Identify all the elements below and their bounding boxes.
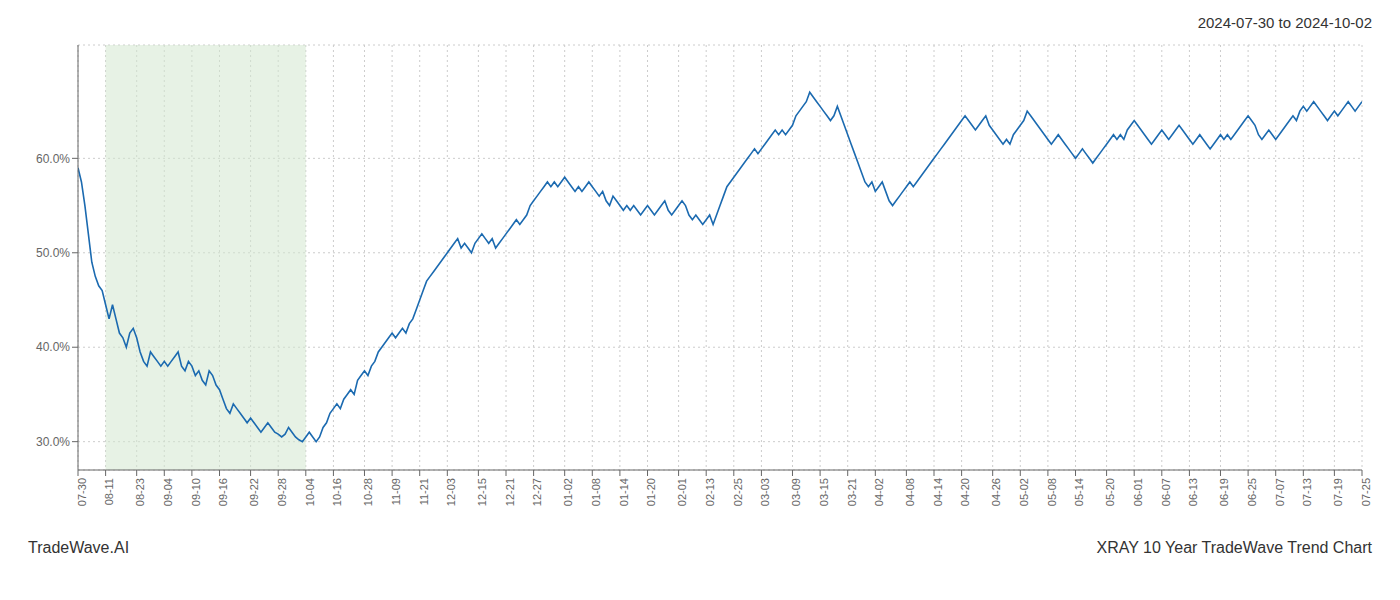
svg-text:40.0%: 40.0% [36,340,70,354]
svg-text:11-21: 11-21 [418,478,430,505]
svg-text:03-15: 03-15 [818,478,830,506]
svg-text:06-25: 06-25 [1246,478,1258,506]
svg-text:04-20: 04-20 [959,478,971,506]
svg-text:05-14: 05-14 [1073,478,1085,506]
svg-text:12-03: 12-03 [445,478,457,506]
svg-text:04-02: 04-02 [873,478,885,506]
svg-text:03-09: 03-09 [790,478,802,506]
html-text:XRAY 10 Year TradeWave Trend C: XRAY 10 Year TradeWave Trend Chart [1096,539,1372,556]
svg-text:11-09: 11-09 [390,478,402,505]
svg-text:01-08: 01-08 [590,478,602,506]
svg-text:09-22: 09-22 [248,478,260,506]
svg-text:04-26: 04-26 [990,478,1002,506]
svg-text:05-20: 05-20 [1104,478,1116,506]
svg-text:12-21: 12-21 [504,478,516,506]
svg-text:01-02: 01-02 [562,478,574,506]
svg-text:04-14: 04-14 [932,478,944,506]
svg-text:06-01: 06-01 [1132,478,1144,506]
svg-text:08-23: 08-23 [134,478,146,506]
svg-text:02-01: 02-01 [676,478,688,506]
svg-text:07-13: 07-13 [1301,478,1313,506]
svg-text:07-30: 07-30 [76,478,88,506]
svg-text:09-28: 09-28 [276,478,288,506]
svg-text:05-08: 05-08 [1046,478,1058,506]
svg-text:09-04: 09-04 [162,478,174,506]
svg-text:02-25: 02-25 [732,478,744,506]
html-text:TradeWave.AI: TradeWave.AI [28,539,130,556]
svg-text:07-19: 07-19 [1332,478,1344,506]
svg-text:09-10: 09-10 [190,478,202,506]
svg-text:01-14: 01-14 [618,478,630,506]
svg-text:07-07: 07-07 [1274,478,1286,506]
svg-text:06-07: 06-07 [1160,478,1172,506]
svg-text:50.0%: 50.0% [36,246,70,260]
svg-text:01-20: 01-20 [645,478,657,506]
svg-text:12-27: 12-27 [531,478,543,506]
svg-text:05-02: 05-02 [1018,478,1030,506]
svg-text:06-19: 06-19 [1218,478,1230,506]
svg-text:07-25: 07-25 [1360,478,1372,506]
svg-text:10-04: 10-04 [304,478,316,506]
svg-text:30.0%: 30.0% [36,435,70,449]
svg-text:10-28: 10-28 [362,478,374,506]
svg-text:60.0%: 60.0% [36,152,70,166]
svg-text:09-16: 09-16 [217,478,229,506]
svg-text:03-21: 03-21 [846,478,858,506]
html-text:2024-07-30 to 2024-10-02: 2024-07-30 to 2024-10-02 [1197,14,1372,31]
svg-text:10-16: 10-16 [331,478,343,506]
svg-text:02-13: 02-13 [704,478,716,506]
svg-text:04-08: 04-08 [904,478,916,506]
svg-text:12-15: 12-15 [476,478,488,506]
svg-text:08-11: 08-11 [103,478,115,505]
svg-text:03-03: 03-03 [759,478,771,506]
svg-text:06-13: 06-13 [1187,478,1199,506]
